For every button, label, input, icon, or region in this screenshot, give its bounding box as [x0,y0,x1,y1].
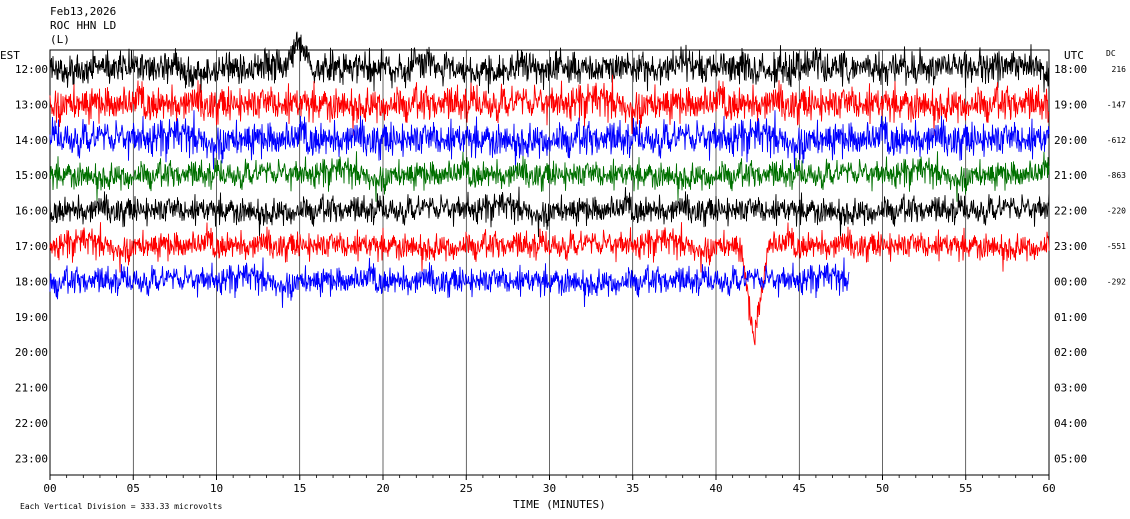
est-label: 17:00 [15,240,48,253]
date-label: Feb13,2026 [50,5,116,18]
x-tick-label-50: 50 [876,482,889,495]
utc-label: 22:00 [1054,205,1087,218]
station-label: ROC HHN LD [50,19,116,32]
dc-offset-label: -147 [1107,100,1126,109]
trace-row-3 [49,151,1050,202]
x-tick-label-55: 55 [959,482,972,495]
dc-offset-label: 216 [1112,65,1127,74]
est-time-labels: 12:00 13:00 14:00 15:00 16:00 17:00 18:00 19:00… [15,63,48,465]
utc-label: 18:00 [1054,63,1087,76]
trace-row-0 [49,31,1050,94]
x-tick-label-25: 25 [460,482,473,495]
x-tick-label-35: 35 [626,482,639,495]
trace-row-5 [49,222,1050,346]
dc-label: DC [1106,49,1116,58]
x-tick-label-00: 00 [43,482,56,495]
dc-offset-label: -220 [1107,207,1126,216]
x-axis-ticks: 00 05 10 15 20 25 30 35 40 45 50 55 60 [43,475,1056,495]
est-label: 13:00 [15,98,48,111]
est-label: 20:00 [15,346,48,359]
utc-label: 05:00 [1054,452,1087,465]
trace-row-1 [49,74,1050,136]
est-label: 19:00 [15,311,48,324]
trace-row-2 [49,110,1050,172]
utc-label: 04:00 [1054,417,1087,430]
utc-label: 03:00 [1054,382,1087,395]
dc-offset-label: -292 [1107,277,1126,286]
utc-label: 00:00 [1054,275,1087,288]
x-tick-label-15: 15 [293,482,306,495]
x-tick-label-30: 30 [543,482,556,495]
est-label: 12:00 [15,63,48,76]
utc-label: 01:00 [1054,311,1087,324]
utc-label: 21:00 [1054,169,1087,182]
scale-footer: Each Vertical Division = 333.33 microvol… [20,502,222,511]
station-extra-label: (L) [50,33,70,46]
dc-offset-label: -863 [1107,171,1126,180]
trace-row-4 [49,186,1050,238]
x-tick-label-10: 10 [210,482,223,495]
dc-offset-label: -612 [1107,136,1126,145]
x-tick-label-20: 20 [376,482,389,495]
est-label: 22:00 [15,417,48,430]
utc-label: 23:00 [1054,240,1087,253]
grid-lines [132,50,967,475]
trace-row-6 [49,257,850,308]
est-axis-label: EST [0,49,20,62]
x-tick-label-60: 60 [1042,482,1055,495]
utc-label: 02:00 [1054,346,1087,359]
utc-label: 20:00 [1054,134,1087,147]
est-label: 21:00 [15,382,48,395]
est-label: 18:00 [15,275,48,288]
x-tick-label-45: 45 [793,482,806,495]
est-label: 23:00 [15,452,48,465]
x-axis-title: TIME (MINUTES) [513,498,606,511]
utc-time-labels: 18:00 19:00 20:00 21:00 22:00 23:00 00:00 01:00… [1054,63,1087,465]
traces [49,31,1050,346]
x-tick-label-40: 40 [709,482,722,495]
est-label: 14:00 [15,134,48,147]
dc-offset-label: -551 [1107,242,1126,251]
utc-label: 19:00 [1054,98,1087,111]
est-label: 16:00 [15,205,48,218]
utc-axis-label: UTC [1064,49,1084,62]
x-tick-label-05: 05 [127,482,140,495]
est-label: 15:00 [15,169,48,182]
dc-offset-labels: 216 -147 -612 -863 -220 -551 -292 [1107,65,1126,286]
